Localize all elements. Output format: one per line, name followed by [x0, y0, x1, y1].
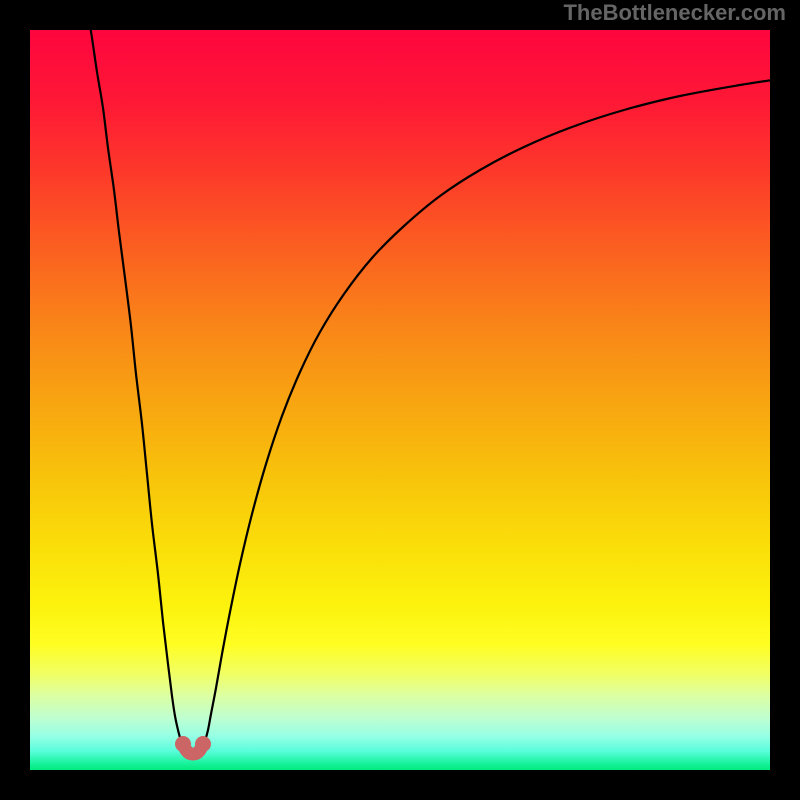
- bottleneck-chart: [0, 0, 800, 800]
- chart-container: TheBottlenecker.com: [0, 0, 800, 800]
- plot-background-gradient: [30, 30, 770, 770]
- watermark-text: TheBottlenecker.com: [563, 0, 786, 26]
- marker-right: [195, 736, 211, 752]
- marker-left: [175, 736, 191, 752]
